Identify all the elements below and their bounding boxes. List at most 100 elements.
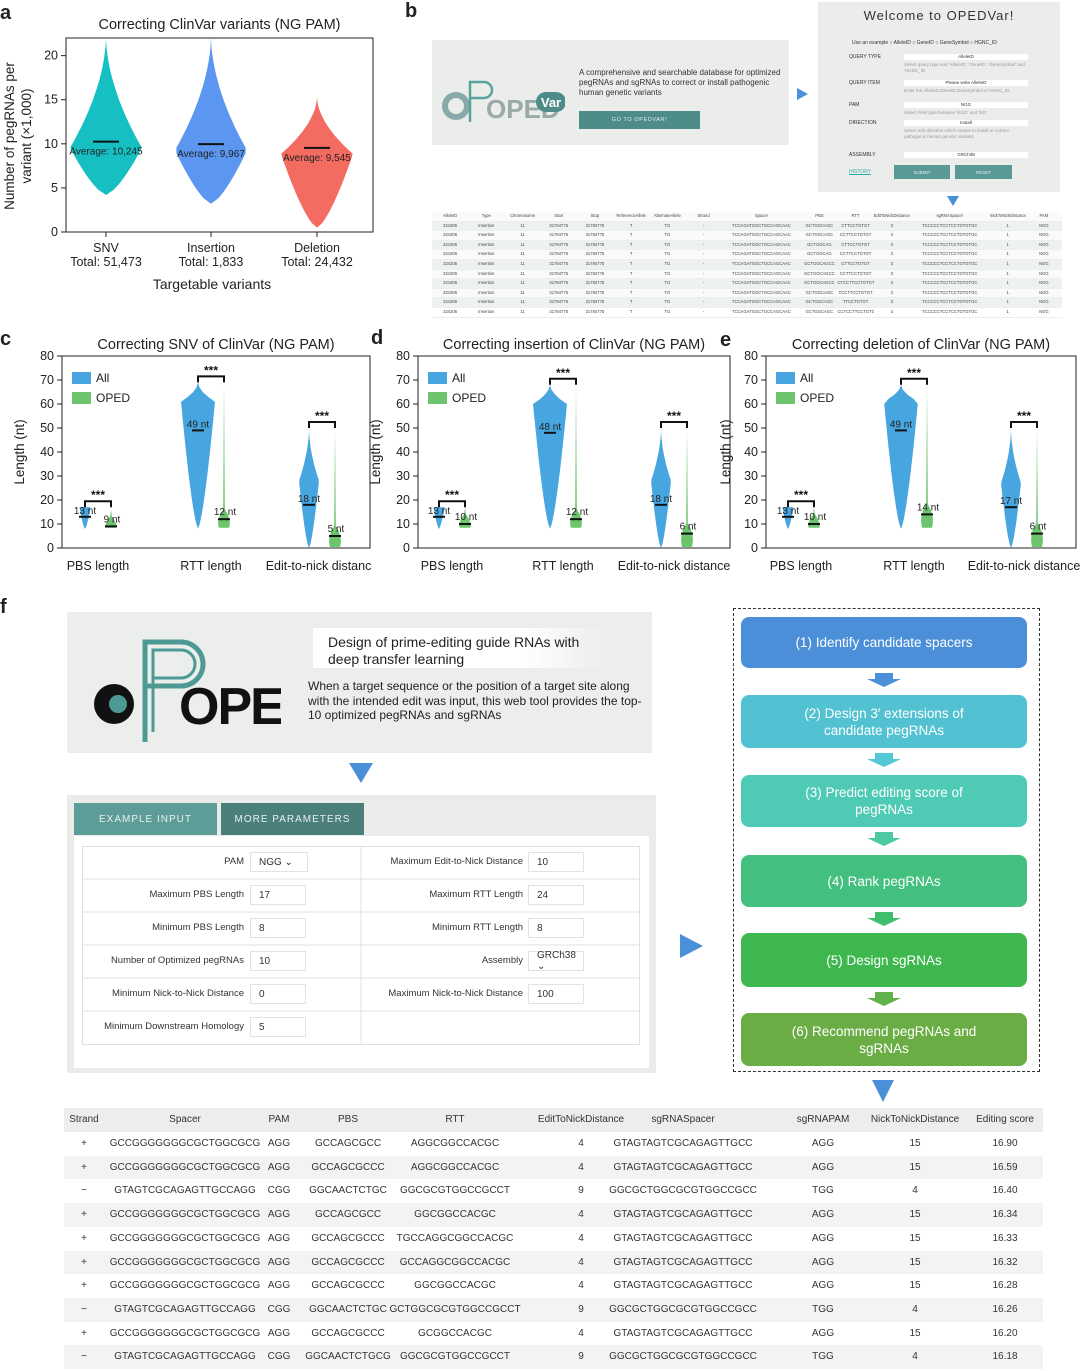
median-label-all: 13 nt (777, 506, 799, 517)
significance-bracket (549, 377, 577, 385)
table-cell: AlleleID (442, 213, 458, 218)
opedvar-welcome-title: Welcome to OPEDVar! (863, 8, 1015, 23)
table-cell: T (629, 270, 633, 276)
query-field-input[interactable]: Please write AlleleID (904, 80, 1028, 86)
query-field-input[interactable]: Install (904, 120, 1028, 126)
table-cell: GCCAGCGCC (314, 1209, 382, 1221)
reset-button[interactable]: RESET (955, 165, 1012, 179)
history-link[interactable]: HISTORY (849, 169, 872, 175)
y-tick-label: 10 (40, 517, 54, 531)
panel-label-c: c (0, 328, 12, 350)
table-cell: CCTCCTTCCTGTGT (837, 308, 874, 314)
table-cell: TG (664, 251, 671, 257)
table-cell: TCCCCCTCCTCCTGTGTGC (922, 308, 978, 314)
table-cell: 16.59 (992, 1161, 1018, 1173)
table-cell: 31784775 (549, 289, 569, 295)
table-cell: GCTGGCAGC (805, 299, 834, 305)
total-label: Total: 51,473 (70, 255, 142, 269)
table-row: + GCCGGGGGGGCGCTGGCGCG AGG GCCAGCGCCC GCGGCC… (64, 1321, 1043, 1346)
table-cell: 1 (1006, 299, 1009, 305)
query-field-input[interactable]: AlleleID (904, 54, 1028, 60)
tab-more-parameters[interactable]: MORE PARAMETERS (221, 803, 364, 835)
form-input[interactable]: 8 (528, 918, 584, 938)
table-cell: T (629, 308, 633, 314)
form-input[interactable]: 24 (528, 885, 584, 905)
table-cell: TG (664, 299, 671, 305)
table-cell: T (629, 251, 633, 257)
table-cell: 4 (578, 1256, 584, 1268)
form-select[interactable]: NGG ⌄ (250, 852, 308, 872)
table-cell: Spacer (754, 213, 769, 218)
table-cell: 4 (578, 1209, 584, 1221)
table-cell: 15 (909, 1209, 921, 1221)
table-cell: Insertion (478, 232, 495, 238)
go-to-opedvar-button[interactable]: GO TO OPEDVAR! (579, 111, 700, 129)
form-input[interactable]: 0 (250, 984, 306, 1004)
table-cell: 31784775 (585, 241, 605, 247)
category-label: Deletion (294, 241, 340, 255)
table-cell: GCCAGCGCCC (311, 1161, 385, 1173)
query-field-input[interactable]: NGG (904, 102, 1028, 108)
median-label-oped: 10 nt (455, 512, 477, 523)
table-cell: 11 (520, 280, 525, 286)
significance-label: *** (556, 366, 570, 380)
arrow-right-icon (680, 934, 703, 958)
submit-button[interactable]: SUBMIT (894, 165, 950, 179)
table-cell: + (81, 1138, 87, 1149)
table-row: 324206 Insertion 11 31784775 31784775 T TG - TCC… (432, 231, 1062, 241)
median-label-all: 13 nt (74, 506, 96, 517)
form-label: Number of Optimized pegRNAs (110, 955, 244, 966)
table-cell: GTAGTCGCAGAGTTGCCAGG (114, 1185, 256, 1197)
y-tick-label: 80 (396, 349, 410, 363)
median-label-all: 17 nt (1000, 496, 1022, 507)
table-cell: GCTGGCGCGTGGCCGCCT (389, 1303, 521, 1315)
table-cell: TCCAGATGGCTGCCAGCAAC (732, 289, 791, 295)
table-cell: CTTCCTGTGT (841, 222, 870, 228)
form-input[interactable]: 17 (250, 885, 306, 905)
table-cell: T (629, 241, 633, 247)
tab-example-input[interactable]: EXAMPLE INPUT (74, 803, 217, 835)
form-label: Maximum Nick-to-Nick Distance (388, 988, 523, 999)
table-cell: GCCAGGCGGCCACGC (399, 1256, 511, 1268)
form-input[interactable]: 8 (250, 918, 306, 938)
example-radio-line[interactable]: Use an example ○ AlleleID ○ GeneID ○ Gen… (852, 40, 997, 46)
query-field-input[interactable]: GRCh38 (904, 152, 1028, 158)
table-cell: 16.34 (992, 1209, 1018, 1221)
significance-label: *** (667, 409, 681, 423)
median-label-all: 48 nt (539, 422, 561, 433)
form-input[interactable]: 5 (250, 1017, 306, 1037)
workflow-frame (733, 608, 1040, 1072)
table-cell: T (629, 289, 633, 295)
table-cell: 324206 (443, 241, 458, 247)
table-cell: 31784775 (549, 222, 569, 228)
form-input[interactable]: 10 (250, 951, 306, 971)
y-tick-label: 30 (744, 469, 758, 483)
table-cell: GCGGCCACGC (418, 1327, 492, 1339)
legend-swatch-all (776, 372, 795, 384)
table-cell: GCCAGCGCCC (311, 1280, 385, 1292)
category-label: PBS length (67, 559, 130, 573)
table-cell: GTAGTCGCAGAGTTGCCAGG (114, 1303, 256, 1315)
table-cell: 31784775 (585, 232, 605, 238)
y-tick-label: 70 (744, 373, 758, 387)
table-cell: 4 (912, 1351, 918, 1363)
table-cell: Insertion (478, 270, 495, 276)
query-field-label: ASSEMBLY (849, 152, 876, 158)
table-cell: NGG (1039, 299, 1049, 305)
table-cell: 324206 (443, 308, 458, 314)
query-field-hint: Enter the AlleleID,GeneID,GeneSymbol or … (904, 88, 1010, 93)
table-row: 324206 Insertion 11 31784775 31784775 T TG - TCC… (432, 289, 1062, 299)
form-grid-lines (82, 846, 640, 1045)
y-tick-label: 10 (396, 517, 410, 531)
form-input[interactable]: 100 (528, 984, 584, 1004)
table-cell: 16.28 (992, 1280, 1018, 1292)
oped-logo: OPED (94, 639, 281, 742)
table-cell: PBS (815, 213, 824, 218)
table-cell: TG (664, 260, 671, 266)
table-cell: GCTGGCAGC (805, 308, 834, 314)
table-cell: Insertion (478, 299, 495, 305)
form-select[interactable]: GRCh38 ⌄ (528, 950, 584, 972)
form-input[interactable]: 10 (528, 852, 584, 872)
table-header-row: AlleleID Type Chromosome Start Stop Reference… (432, 212, 1062, 222)
table-cell: 31784775 (585, 289, 605, 295)
